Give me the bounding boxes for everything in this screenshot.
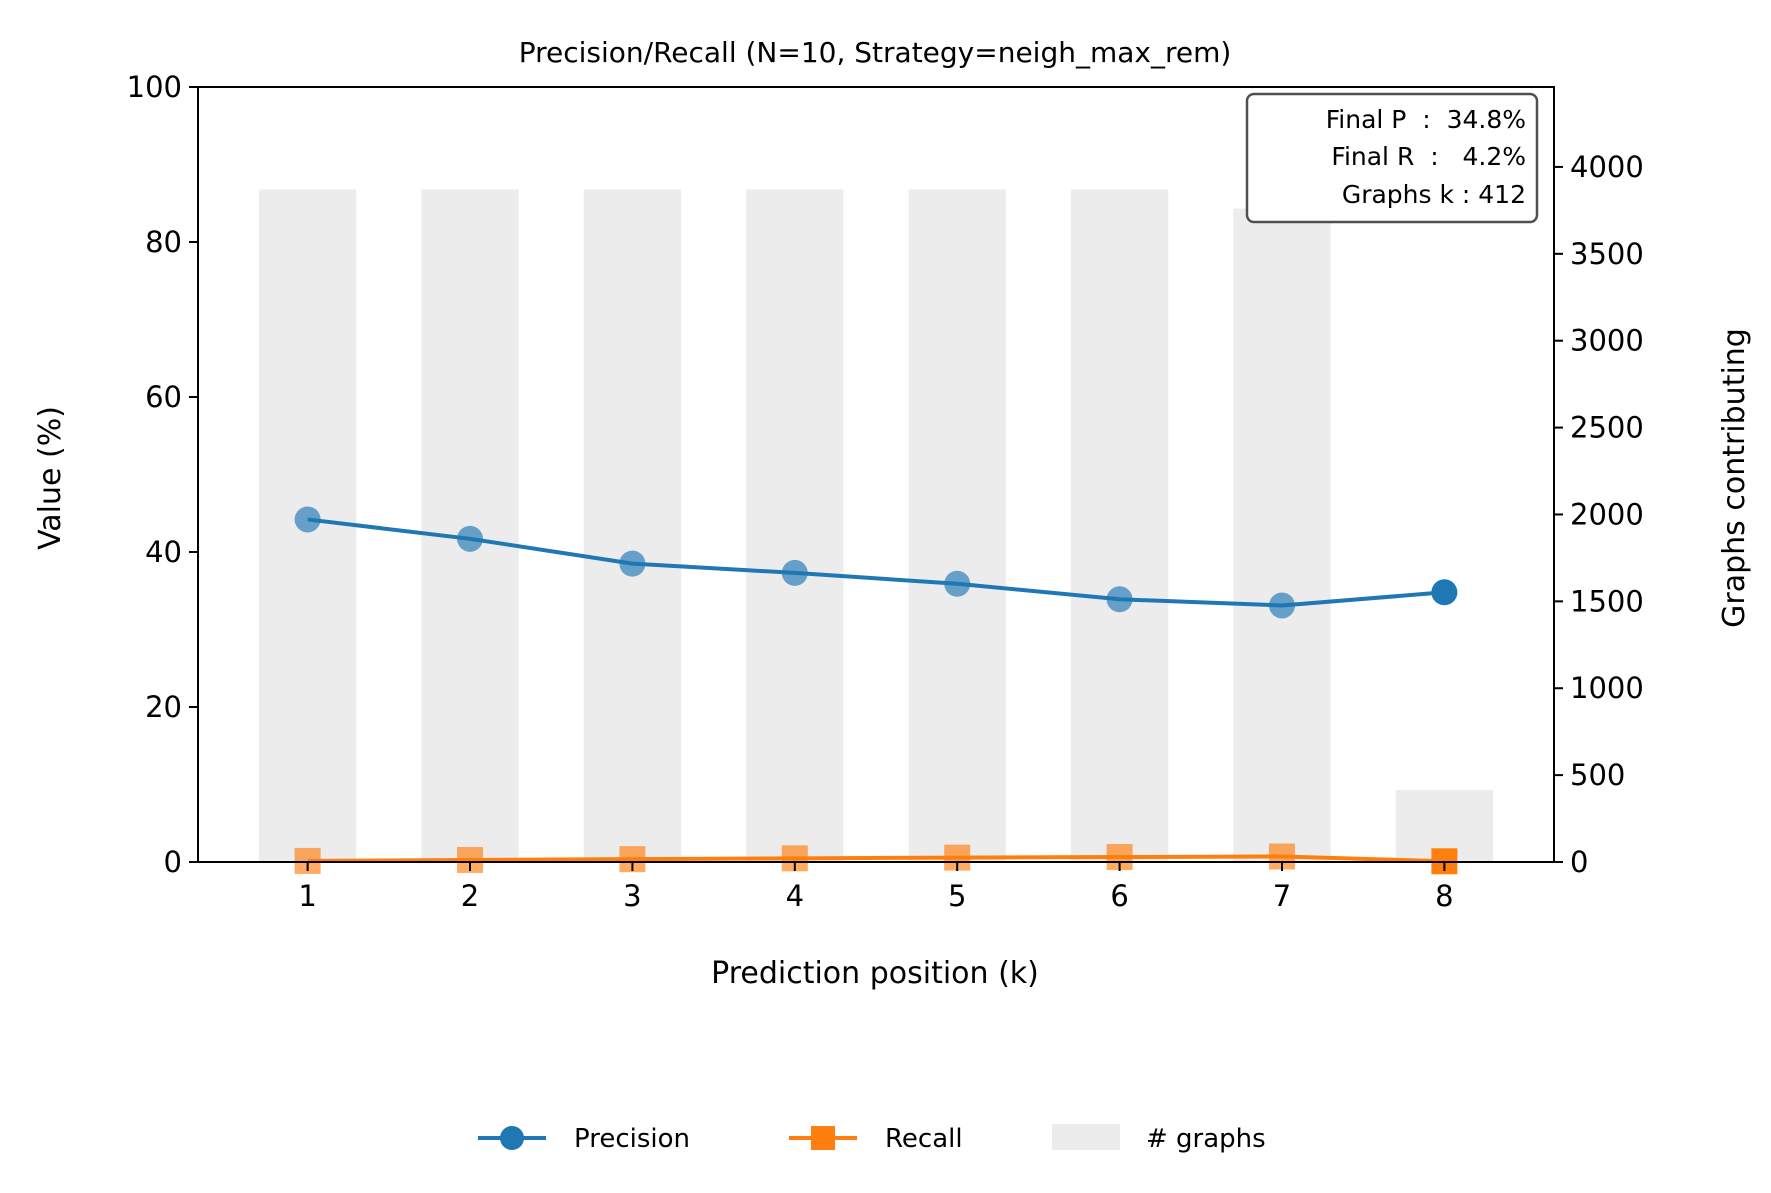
precision-point [294,506,321,533]
y-tick-label: 60 [145,380,182,414]
y-tick-label: 40 [145,535,182,569]
graphs-bar [908,189,1006,863]
y2-tick-label: 2500 [1570,411,1644,445]
legend-item-precision: Precision [478,1124,690,1154]
legend-label-recall: Recall [885,1124,963,1154]
legend: Precision Recall # graphs [478,1124,1266,1154]
y2-axis-label: Graphs contributing [1717,328,1752,628]
precision-point [457,525,484,552]
y2-tick-label: 3500 [1570,237,1644,271]
y-tick-label: 20 [145,690,182,724]
y2-tick-label: 500 [1570,758,1625,792]
bars-layer [258,189,1494,863]
x-tick-label: 6 [1110,879,1128,913]
legend-label-graphs: # graphs [1146,1124,1266,1154]
x-tick-label: 8 [1435,879,1453,913]
lines-layer [294,506,1458,875]
y-tick-label: 0 [164,845,182,879]
graphs-bar [1070,189,1169,863]
legend-item-recall: Recall [789,1124,963,1154]
y2-tick-label: 0 [1570,845,1588,879]
x-tick-label: 5 [948,879,966,913]
y2-tick-label: 2000 [1570,497,1644,531]
x-tick-label: 7 [1273,879,1291,913]
annotation-box: Final P : 34.8% Final R : 4.2% Graphs k … [1245,92,1539,224]
precision-point [1268,592,1295,619]
plot-frame [197,86,1555,863]
x-axis-label: Prediction position (k) [711,956,1039,991]
y2-tick-label: 4000 [1570,150,1644,184]
precision-point [944,570,971,597]
legend-label-precision: Precision [574,1124,690,1154]
y-axis-label: Value (%) [33,406,68,550]
y-tick-label: 80 [145,225,182,259]
x-tick-label: 3 [623,879,641,913]
chart-title: Precision/Recall (N=10, Strategy=neigh_m… [519,36,1232,69]
precision-line [307,517,1445,608]
annotation-graphs-k: Graphs k : 412 [1342,180,1526,209]
graphs-bar [746,189,844,863]
x-tick-label: 2 [461,879,479,913]
y2-tick-label: 1500 [1570,584,1644,618]
recall-line [307,854,1445,864]
x-tick-label: 1 [298,879,316,913]
precision-point [1431,579,1458,606]
axes-layer: 0204060801000500100015002000250030003500… [127,70,1644,913]
y2-tick-label: 3000 [1570,324,1644,358]
precision-point [619,550,646,577]
annotation-final-recall: Final R : 4.2% [1331,142,1526,171]
annotation-final-precision: Final P : 34.8% [1326,105,1526,134]
graphs-bar [1233,208,1331,862]
precision-point [781,559,808,586]
precision-point [1106,586,1133,613]
legend-item-graphs: # graphs [1052,1124,1266,1154]
x-tick-label: 4 [786,879,804,913]
graphs-bar [583,189,682,863]
graphs-bar [421,189,519,863]
y-tick-label: 100 [127,70,182,104]
y2-tick-label: 1000 [1570,671,1644,705]
